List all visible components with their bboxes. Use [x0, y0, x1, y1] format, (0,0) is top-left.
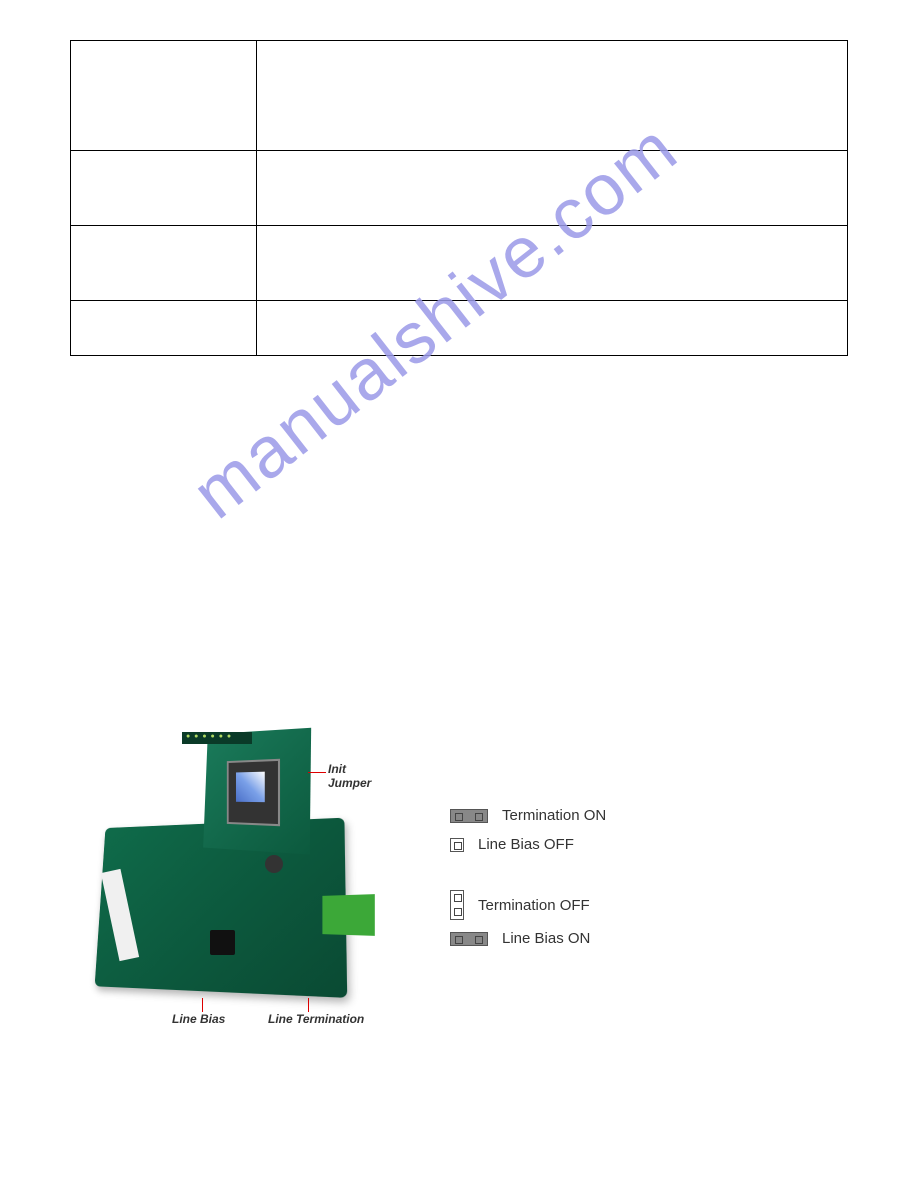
table-cell: [71, 226, 257, 301]
label-text: Line Termination: [268, 1012, 364, 1026]
table-cell: [257, 226, 848, 301]
line-termination-label: Line Termination: [268, 1012, 364, 1026]
table-cell: [257, 151, 848, 226]
jumper-pins-icon: [450, 890, 464, 920]
table-cell: [257, 301, 848, 356]
rj45-port: [227, 759, 280, 826]
terminal-block: [322, 894, 374, 936]
chip-icon: [210, 930, 235, 955]
jumper-group-1: Termination ON Line Bias OFF: [450, 805, 606, 855]
led-strip: [182, 732, 252, 744]
jumper-legend: Termination ON Line Bias OFF Termination…: [450, 805, 606, 984]
spec-table: [70, 40, 848, 356]
jumper-pin-icon: [450, 838, 464, 852]
table-cell: [71, 151, 257, 226]
board-figure: Init Jumper Line Bias Line Termination T…: [80, 730, 700, 1010]
legend-text: Line Bias ON: [502, 928, 590, 949]
capacitor-icon: [265, 855, 283, 873]
label-text: Init: [328, 762, 346, 776]
jumper-on-icon: [450, 932, 488, 946]
label-text: Jumper: [328, 776, 371, 790]
legend-text: Line Bias OFF: [478, 834, 574, 855]
table-cell: [71, 301, 257, 356]
jumper-on-icon: [450, 809, 488, 823]
legend-text: Termination OFF: [478, 895, 590, 916]
line-bias-label: Line Bias: [172, 1012, 225, 1026]
label-text: Line Bias: [172, 1012, 225, 1026]
table-cell: [257, 41, 848, 151]
table-cell: [71, 41, 257, 151]
legend-text: Termination ON: [502, 805, 606, 826]
jumper-group-2: Termination OFF Line Bias ON: [450, 890, 606, 949]
init-jumper-label: Init Jumper: [328, 762, 371, 790]
